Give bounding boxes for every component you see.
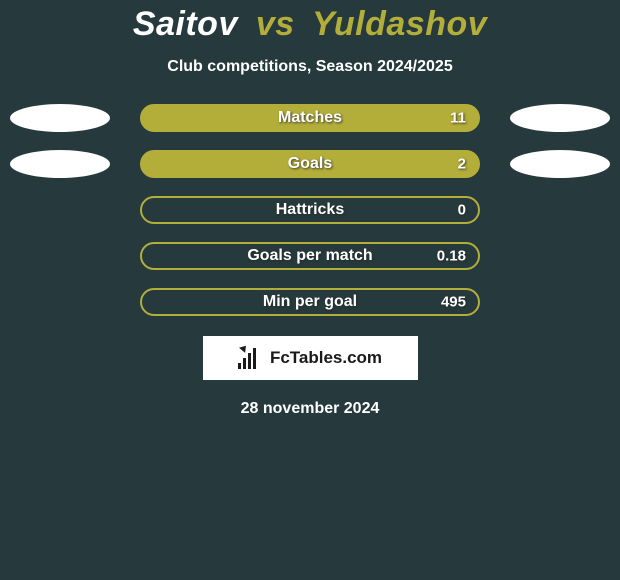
ellipse-left-icon	[10, 150, 110, 178]
stat-row: Goals per match 0.18	[0, 242, 620, 270]
stat-right-value: 2	[458, 156, 466, 173]
stat-right-value: 495	[441, 294, 466, 311]
title-vs: vs	[256, 5, 295, 43]
stat-right-value: 0	[458, 202, 466, 219]
stat-bar: Matches 11	[140, 104, 480, 132]
stat-label: Goals	[288, 155, 332, 173]
stat-row: Matches 11	[0, 104, 620, 132]
title-player2: Yuldashov	[312, 5, 487, 43]
stat-label: Hattricks	[276, 201, 344, 219]
stat-label: Min per goal	[263, 293, 357, 311]
logo-text: FcTables.com	[270, 348, 382, 368]
stat-bar: Goals 2	[140, 150, 480, 178]
subtitle: Club competitions, Season 2024/2025	[167, 58, 452, 76]
stat-row: Goals 2	[0, 150, 620, 178]
page-title: Saitov vs Yuldashov	[133, 5, 487, 44]
logo-box[interactable]: FcTables.com	[203, 336, 418, 380]
stat-row: Min per goal 495	[0, 288, 620, 316]
stat-right-value: 11	[450, 110, 466, 127]
stats-block: Matches 11 Goals 2 Hattricks 0 Goals per match…	[0, 104, 620, 316]
stat-row: Hattricks 0	[0, 196, 620, 224]
stat-label: Goals per match	[247, 247, 372, 265]
stat-bar: Hattricks 0	[140, 196, 480, 224]
bar-chart-icon	[238, 347, 264, 369]
ellipse-left-icon	[10, 104, 110, 132]
ellipse-right-icon	[510, 104, 610, 132]
title-player1: Saitov	[133, 5, 238, 43]
ellipse-right-icon	[510, 150, 610, 178]
stat-label: Matches	[278, 109, 342, 127]
comparison-card: Saitov vs Yuldashov Club competitions, S…	[0, 0, 620, 580]
stat-bar: Goals per match 0.18	[140, 242, 480, 270]
stat-right-value: 0.18	[437, 248, 466, 265]
stat-bar: Min per goal 495	[140, 288, 480, 316]
date-line: 28 november 2024	[241, 400, 380, 418]
